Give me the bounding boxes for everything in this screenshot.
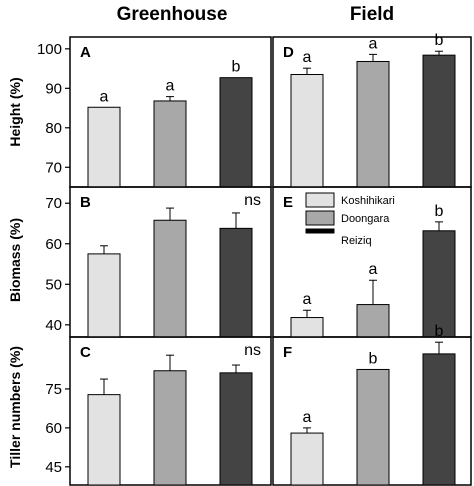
panel-a-ytick-label: 90 xyxy=(45,80,62,97)
panel-b-bar-doongara xyxy=(153,219,187,338)
panel-a-sig-label: a xyxy=(166,78,175,95)
panel-a-bar-doongara xyxy=(153,100,187,188)
col-title-field: Field xyxy=(350,4,394,25)
legend-label-doongara: Doongara xyxy=(341,213,390,225)
legend-label-koshihikari: Koshihikari xyxy=(341,195,395,207)
panel-a-ytick-label: 80 xyxy=(45,120,62,137)
panels: A 70 80 90 100 a a b D a a b B ns 40 50 60 70 Ea a b C ns 45 60 7… xyxy=(37,32,472,486)
panel-e-bar-koshihikari xyxy=(290,317,324,338)
panel-b-bar-reiziq xyxy=(219,227,253,338)
panel-b-letter: B xyxy=(80,194,91,211)
panel-e-bar-doongara xyxy=(356,304,390,338)
panel-d-sig-label: b xyxy=(435,32,444,49)
panel-a-bar-koshihikari xyxy=(87,106,121,188)
panel-f-sig-label: b xyxy=(435,323,444,340)
panel-c-bar-koshihikari xyxy=(87,394,121,486)
panel-b-bar-koshihikari xyxy=(87,253,121,338)
panel-f-bar-koshihikari xyxy=(290,432,324,486)
panel-e-sig-label: a xyxy=(369,261,378,278)
panel-d-bar-reiziq xyxy=(422,54,456,188)
panel-c-ytick-label: 60 xyxy=(45,420,62,437)
panel-e-sig-label: b xyxy=(435,203,444,220)
panel-b-ytick-label: 50 xyxy=(45,276,62,293)
row-label-biomass: Biomass (%) xyxy=(7,218,23,302)
legend-swatch-reiziq xyxy=(305,228,335,234)
legend-label-reiziq: Reiziq xyxy=(341,235,372,247)
panel-d-letter: D xyxy=(283,44,294,61)
panel-a-ytick-label: 100 xyxy=(37,41,62,58)
panel-c-bar-doongara xyxy=(153,370,187,486)
panel-e-letter: E xyxy=(283,194,293,211)
panel-b-annotation: ns xyxy=(244,192,261,209)
panel-d-bar-koshihikari xyxy=(290,74,324,188)
panel-d-bar-doongara xyxy=(356,60,390,188)
panel-e-bar-reiziq xyxy=(422,230,456,338)
panel-a-sig-label: a xyxy=(100,88,109,105)
panel-f-sig-label: a xyxy=(303,409,312,426)
panel-f-sig-label: b xyxy=(369,350,378,367)
panel-b-ytick-label: 70 xyxy=(45,195,62,212)
panel-f-letter: F xyxy=(283,344,292,361)
panel-b-ytick-label: 40 xyxy=(45,317,62,334)
legend: Koshihikari Doongara Reiziq xyxy=(305,192,395,247)
legend-swatch-koshihikari xyxy=(305,192,335,208)
panel-d-sig-label: a xyxy=(303,49,312,66)
panel-c-annotation: ns xyxy=(244,342,261,359)
panel-a-bar-reiziq xyxy=(219,77,253,188)
panel-a: A 70 80 90 100 a a b xyxy=(37,36,272,188)
panel-c-ytick-label: 45 xyxy=(45,459,62,476)
row-label-height: Height (%) xyxy=(7,77,23,146)
panel-d-sig-label: a xyxy=(369,35,378,52)
panel-f: Fa b b xyxy=(272,323,472,486)
panel-f-bar-doongara xyxy=(356,368,390,486)
legend-swatch-doongara xyxy=(305,210,335,226)
panel-c-bar-reiziq xyxy=(219,372,253,486)
panel-c-ytick-label: 75 xyxy=(45,381,62,398)
panel-a-sig-label: b xyxy=(232,59,241,76)
panel-c-letter: C xyxy=(80,344,91,361)
panel-a-letter: A xyxy=(80,44,91,61)
panel-e-sig-label: a xyxy=(303,291,312,308)
col-title-greenhouse: Greenhouse xyxy=(117,4,228,25)
row-label-tiller: Tiller numbers (%) xyxy=(7,346,23,468)
panel-f-bar-reiziq xyxy=(422,353,456,486)
panel-a-ytick-label: 70 xyxy=(45,159,62,176)
panel-b-ytick-label: 60 xyxy=(45,236,62,253)
panel-e: Ea a b xyxy=(272,186,472,338)
